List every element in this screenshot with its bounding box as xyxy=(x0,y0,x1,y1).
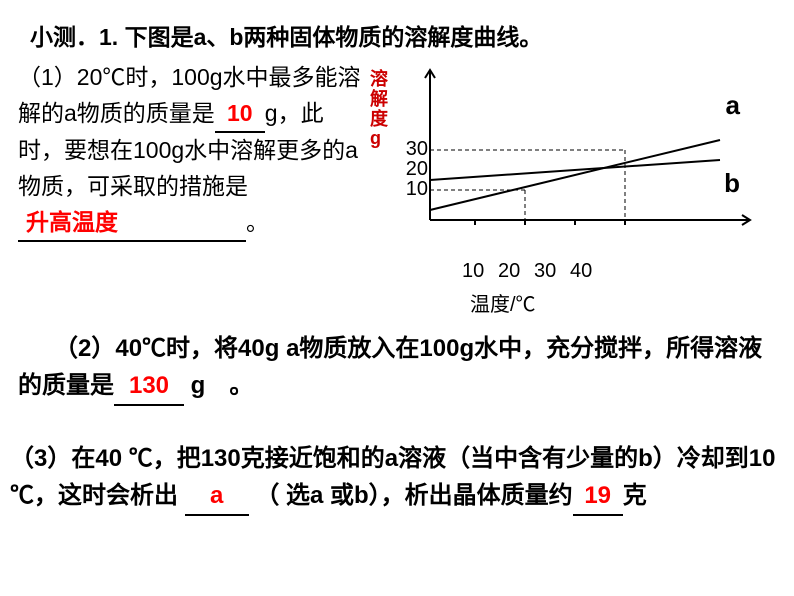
question-1: （1）20℃时，100g水中最多能溶解的a物质的质量是10g，此时，要想在100… xyxy=(18,60,368,242)
question-2: （2）40℃时，将40g a物质放入在100g水中，充分搅拌，所得溶液的质量是1… xyxy=(18,330,778,406)
q1-answer-2: 升高温度 xyxy=(26,209,118,235)
q1-answer-1: 10 xyxy=(227,100,253,126)
solubility-chart: 溶解度g a b 30 20 10 10 20 30 40 温度/℃ xyxy=(370,60,770,320)
xtick-10: 10 xyxy=(462,260,484,283)
q3-answer-1: a xyxy=(210,482,223,509)
q2-tail: g 。 xyxy=(184,372,253,399)
q3-answer-2: 19 xyxy=(584,482,611,509)
q3-tail: 克 xyxy=(623,482,647,509)
x-axis-label: 温度/℃ xyxy=(470,288,536,317)
series-label-a: a xyxy=(726,90,740,121)
xtick-40: 40 xyxy=(570,260,592,283)
q2-indent xyxy=(18,335,66,362)
q2-answer: 130 xyxy=(129,372,169,399)
q3-mid: （ 选a 或b），析出晶体质量约 xyxy=(255,482,572,509)
series-label-b: b xyxy=(724,168,740,199)
q1-tail: 。 xyxy=(246,209,269,235)
question-3: （3）在40 ℃，把130克接近饱和的a溶液（当中含有少量的b）冷却到10 ℃，… xyxy=(10,440,790,516)
ytick-10: 10 xyxy=(398,178,428,201)
quiz-title: 小测．1. 下图是a、b两种固体物质的溶解度曲线。 xyxy=(30,18,542,52)
xtick-30: 30 xyxy=(534,260,556,283)
xtick-20: 20 xyxy=(498,260,520,283)
